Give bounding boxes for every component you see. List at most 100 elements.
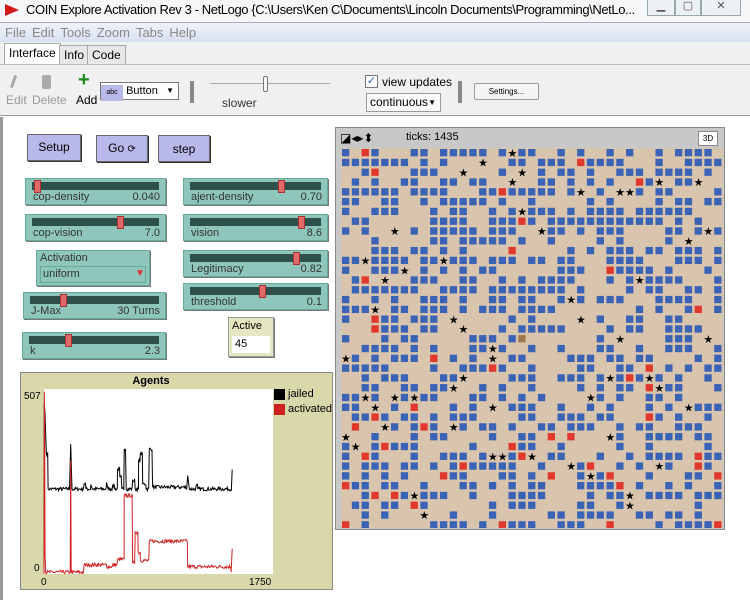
widget-type-dropdown[interactable]: abc Button ▼ bbox=[100, 82, 179, 101]
maximize-button[interactable]: ▢ bbox=[675, 0, 701, 16]
slider-k[interactable]: k 2.3 bbox=[22, 332, 166, 359]
slider-handle[interactable] bbox=[34, 180, 42, 193]
menu-file[interactable]: File bbox=[5, 25, 26, 40]
view-shape-controls-icon[interactable]: ◪◂▸⬍ bbox=[340, 131, 374, 145]
menu-help[interactable]: Help bbox=[169, 25, 197, 40]
series-line-jailed bbox=[43, 402, 233, 575]
agent bbox=[498, 227, 507, 235]
go-button[interactable]: Go ⟳ bbox=[96, 135, 148, 162]
agent bbox=[714, 384, 722, 392]
tab-interface[interactable]: Interface bbox=[4, 43, 61, 64]
agent bbox=[469, 403, 477, 411]
active-agent bbox=[547, 433, 555, 441]
agent bbox=[449, 256, 458, 265]
active-agent bbox=[430, 354, 438, 362]
slider-track[interactable] bbox=[32, 182, 159, 190]
agent bbox=[684, 168, 693, 176]
agent bbox=[567, 423, 575, 431]
agent bbox=[430, 521, 438, 528]
slider-legitimacy[interactable]: Legitimacy 0.82 bbox=[183, 250, 328, 277]
slider-ajent-density[interactable]: ajent-density 0.70 bbox=[183, 178, 328, 205]
add-button[interactable]: Add bbox=[76, 93, 98, 107]
settings-button[interactable]: Settings... bbox=[474, 83, 539, 100]
menu-tabs[interactable]: Tabs bbox=[135, 25, 164, 40]
agent bbox=[361, 521, 369, 528]
close-button[interactable]: ✕ bbox=[701, 0, 741, 16]
slider-cop-vision[interactable]: cop-vision 7.0 bbox=[25, 214, 166, 241]
tab-info[interactable]: Info bbox=[59, 45, 90, 64]
agent bbox=[528, 433, 536, 441]
cop-star-icon: ★ bbox=[419, 510, 429, 522]
agent bbox=[655, 149, 663, 157]
agent bbox=[381, 197, 389, 206]
agent bbox=[577, 462, 585, 470]
agent bbox=[684, 305, 693, 314]
slider-j-max[interactable]: J-Max 30 Turns bbox=[23, 292, 166, 319]
agent bbox=[420, 197, 428, 206]
agent bbox=[518, 158, 526, 167]
view-updates-checkbox[interactable]: ✓ bbox=[365, 75, 378, 88]
agent bbox=[479, 335, 487, 343]
slider-handle[interactable] bbox=[298, 216, 306, 229]
agent bbox=[410, 286, 418, 294]
slider-track[interactable] bbox=[29, 336, 159, 344]
agent bbox=[577, 384, 585, 392]
slider-track[interactable] bbox=[190, 287, 321, 295]
agent bbox=[528, 491, 536, 500]
minimize-button[interactable]: ▁ bbox=[647, 0, 675, 16]
slider-handle[interactable] bbox=[278, 180, 286, 193]
world-canvas[interactable]: ★ ★ ★ ★ ★ ★ ★ ★ ★ ★ ★ ★ ★ ★ ★ ★ ★ ★ ★ ★ ★ ★ ★ ★ ★ ★ ★ ★ ★ ★ ★ ★ ★ ★ ★ ★ ★ ★ ★ ★… bbox=[341, 148, 723, 528]
active-agent bbox=[606, 472, 614, 480]
agent bbox=[479, 305, 487, 314]
active-agent bbox=[626, 374, 634, 382]
slider-track[interactable] bbox=[190, 254, 321, 262]
agent bbox=[655, 413, 663, 421]
menu-bar: File Edit Tools Zoom Tabs Help bbox=[0, 22, 750, 42]
agent bbox=[645, 178, 653, 186]
activation-chooser[interactable]: Activation uniform ▼ bbox=[36, 250, 150, 286]
step-button[interactable]: step bbox=[158, 135, 210, 162]
speed-slider[interactable] bbox=[210, 83, 330, 84]
agent bbox=[459, 423, 467, 431]
agent bbox=[410, 227, 418, 235]
slider-track[interactable] bbox=[30, 296, 159, 304]
agent bbox=[420, 491, 428, 500]
slider-handle[interactable] bbox=[259, 285, 267, 298]
slider-vision[interactable]: vision 8.6 bbox=[183, 214, 328, 241]
agent bbox=[479, 393, 487, 402]
slider-handle[interactable] bbox=[117, 216, 125, 229]
agent bbox=[616, 246, 624, 255]
agent bbox=[400, 384, 409, 392]
setup-button[interactable]: Setup bbox=[27, 134, 81, 161]
menu-edit[interactable]: Edit bbox=[31, 25, 55, 40]
agent bbox=[449, 452, 458, 460]
slider-handle[interactable] bbox=[65, 334, 73, 347]
edit-button[interactable]: Edit bbox=[6, 93, 27, 107]
speed-slider-handle[interactable] bbox=[263, 76, 269, 92]
slider-track[interactable] bbox=[190, 218, 321, 226]
agent bbox=[567, 246, 575, 255]
slider-threshold[interactable]: threshold 0.1 bbox=[183, 283, 328, 310]
slider-track[interactable] bbox=[190, 182, 321, 190]
slider-handle[interactable] bbox=[293, 252, 301, 265]
agent bbox=[400, 393, 409, 402]
cop-star-icon: ★ bbox=[458, 324, 468, 336]
agent bbox=[518, 286, 526, 294]
menu-zoom[interactable]: Zoom bbox=[96, 25, 130, 40]
3d-button[interactable]: 3D bbox=[698, 131, 718, 146]
slider-handle[interactable] bbox=[59, 294, 67, 307]
slider-track[interactable] bbox=[32, 218, 159, 226]
update-mode-dropdown[interactable]: continuous ▼ bbox=[366, 93, 441, 112]
speed-label: slower bbox=[222, 96, 257, 110]
tab-code[interactable]: Code bbox=[87, 45, 126, 64]
agent bbox=[430, 364, 438, 372]
agent bbox=[626, 325, 634, 333]
menu-tools[interactable]: Tools bbox=[60, 25, 91, 40]
agent bbox=[655, 158, 663, 167]
agent bbox=[616, 168, 624, 176]
delete-button[interactable]: Delete bbox=[32, 93, 67, 107]
agent bbox=[606, 217, 614, 225]
cop-star-icon: ★ bbox=[341, 353, 351, 365]
slider-cop-density[interactable]: cop-density 0.040 bbox=[25, 178, 166, 205]
agent bbox=[537, 305, 546, 314]
